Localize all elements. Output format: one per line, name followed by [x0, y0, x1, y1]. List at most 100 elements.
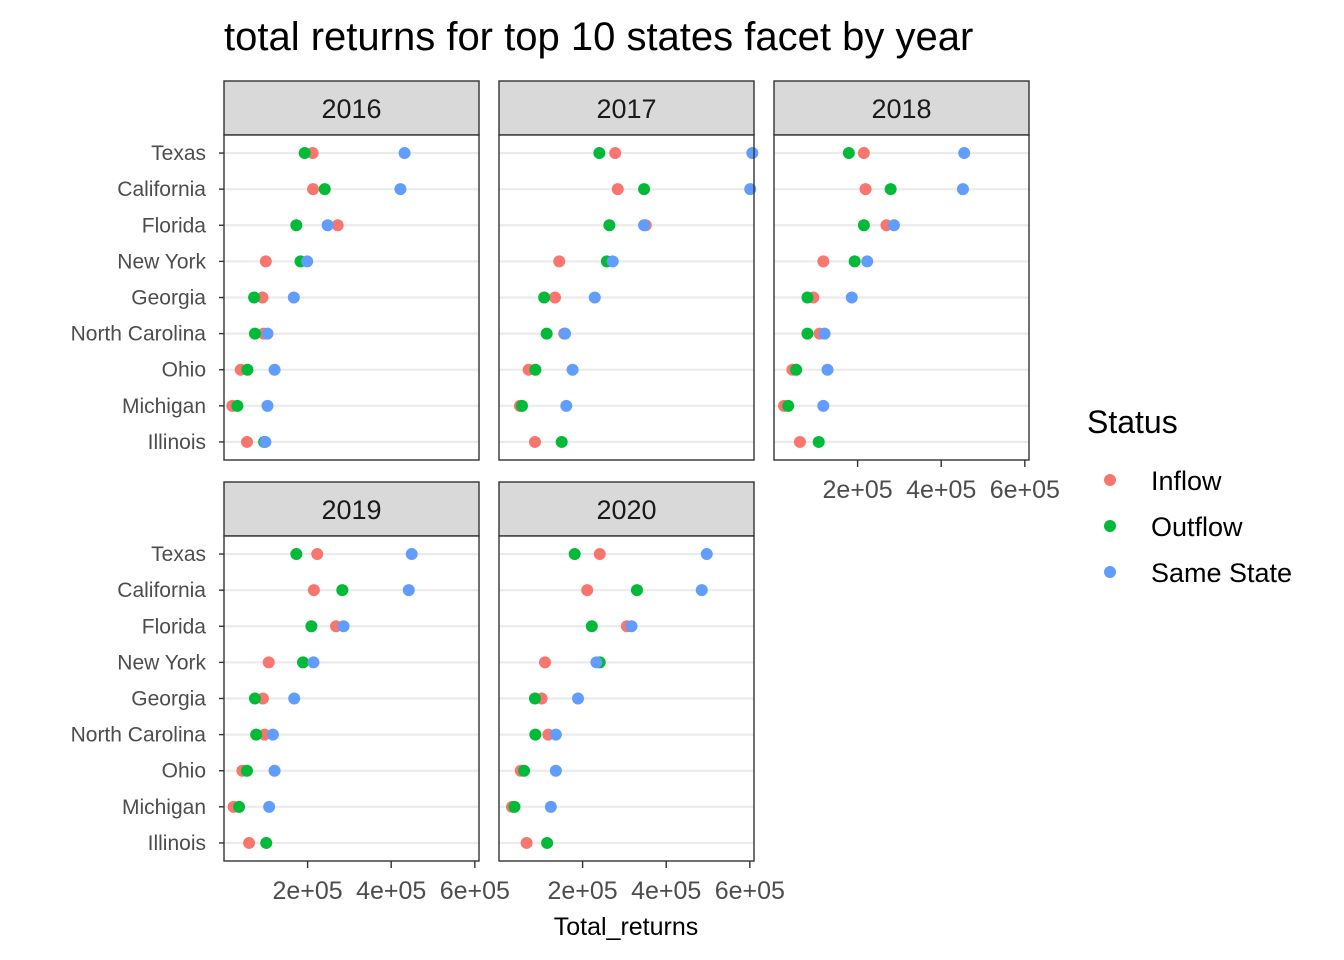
point-2020-outflow-illinois	[541, 836, 554, 849]
point-2017-inflow-new-york	[553, 255, 566, 268]
point-2017-same-state-michigan	[560, 399, 573, 412]
x-tick-label-2019-1: 4e+05	[356, 877, 426, 905]
point-2020-outflow-california	[630, 584, 643, 597]
point-2018-outflow-texas	[842, 147, 855, 160]
point-2020-same-state-california	[695, 584, 708, 597]
y-tick-label-2019-michigan: Michigan	[122, 796, 206, 819]
point-2019-same-state-michigan	[263, 800, 276, 813]
point-2019-same-state-new-york	[307, 656, 320, 669]
point-2020-outflow-texas	[568, 548, 581, 561]
point-2016-inflow-georgia	[256, 291, 269, 304]
point-2018-outflow-new-york	[848, 255, 861, 268]
point-2017-inflow-georgia	[549, 291, 562, 304]
point-2016-same-state-new-york	[301, 255, 314, 268]
point-2020-inflow-illinois	[520, 836, 533, 849]
y-tick-label-2019-texas: Texas	[151, 543, 206, 566]
point-2019-inflow-north-carolina	[258, 728, 271, 741]
point-2018-outflow-north-carolina	[801, 327, 814, 340]
x-axis-title-group: Total_returns	[554, 913, 699, 941]
point-2016-same-state-georgia	[287, 291, 300, 304]
point-2016-same-state-michigan	[261, 399, 274, 412]
point-2020-same-state-georgia	[572, 692, 585, 705]
point-2016-inflow-florida	[331, 219, 344, 232]
point-2019-outflow-michigan	[233, 800, 246, 813]
point-2017-outflow-georgia	[538, 291, 551, 304]
point-2020-inflow-california	[581, 584, 594, 597]
point-2016-inflow-california	[307, 183, 320, 196]
facet-2017: 2017	[498, 80, 759, 461]
point-2016-outflow-texas	[298, 147, 311, 160]
x-tick-label-2020-0: 2e+05	[547, 877, 617, 905]
point-2018-same-state-florida	[887, 219, 900, 232]
point-2018-inflow-illinois	[793, 435, 806, 448]
legend-key-inflow	[1104, 474, 1116, 486]
point-2020-same-state-florida	[625, 620, 638, 633]
point-2018-same-state-texas	[958, 147, 971, 160]
legend-label-outflow: Outflow	[1151, 512, 1243, 542]
point-2016-outflow-georgia	[248, 291, 261, 304]
point-2020-same-state-ohio	[549, 764, 562, 777]
legend-label-inflow: Inflow	[1151, 466, 1222, 496]
y-tick-label-2019-florida: Florida	[142, 615, 207, 638]
x-tick-label-2018-1: 4e+05	[906, 476, 976, 504]
point-2018-same-state-georgia	[845, 291, 858, 304]
y-tick-label-2016-texas: Texas	[151, 142, 206, 165]
point-2018-same-state-ohio	[821, 363, 834, 376]
point-2018-same-state-north-carolina	[818, 327, 831, 340]
y-tick-label-2016-new-york: New York	[117, 250, 206, 273]
x-tick-label-2018-2: 6e+05	[990, 476, 1060, 504]
legend-key-outflow	[1104, 520, 1116, 532]
point-2017-inflow-illinois	[528, 435, 541, 448]
facet-2016: 2016 Texas California Florida New York Georgi…	[71, 80, 480, 461]
point-2019-outflow-north-carolina	[250, 728, 263, 741]
x-axis-title: Total_returns	[554, 913, 699, 941]
legend-item-same-state: Same State	[1104, 558, 1292, 588]
point-2018-inflow-texas	[857, 147, 870, 160]
x-tick-label-2020-1: 4e+05	[631, 877, 701, 905]
point-2018-outflow-georgia	[801, 291, 814, 304]
point-2017-outflow-florida	[603, 219, 616, 232]
point-2017-outflow-texas	[593, 147, 606, 160]
legend-item-inflow: Inflow	[1104, 466, 1222, 496]
y-tick-label-2019-illinois: Illinois	[148, 832, 206, 855]
point-2019-outflow-new-york	[297, 656, 310, 669]
point-2020-same-state-north-carolina	[549, 728, 562, 741]
point-2017-same-state-florida	[638, 219, 651, 232]
point-2017-same-state-north-carolina	[559, 327, 572, 340]
point-2018-outflow-california	[884, 183, 897, 196]
point-2016-outflow-florida	[290, 219, 303, 232]
point-2020-outflow-michigan	[508, 800, 521, 813]
y-tick-label-2016-ohio: Ohio	[162, 359, 206, 382]
point-2019-same-state-north-carolina	[266, 728, 279, 741]
y-tick-label-2019-california: California	[117, 579, 206, 602]
point-2018-outflow-ohio	[790, 363, 803, 376]
y-tick-label-2019-new-york: New York	[117, 651, 206, 674]
point-2017-same-state-california	[744, 183, 757, 196]
facet-border-2017	[498, 134, 755, 461]
point-2016-same-state-ohio	[268, 363, 281, 376]
facet-strip-label-2019: 2019	[321, 495, 381, 525]
point-2016-same-state-texas	[398, 147, 411, 160]
point-2020-outflow-ohio	[518, 764, 531, 777]
facet-panels: 2016 Texas California Florida New York Georgi…	[71, 80, 1060, 905]
point-2017-same-state-new-york	[606, 255, 619, 268]
point-2017-same-state-ohio	[566, 363, 579, 376]
point-2017-outflow-michigan	[515, 399, 528, 412]
point-2020-same-state-new-york	[590, 656, 603, 669]
y-tick-label-2019-ohio: Ohio	[162, 760, 206, 783]
facet-strip-label-2020: 2020	[596, 495, 656, 525]
point-2017-same-state-georgia	[588, 291, 601, 304]
facet-strip-2018	[773, 80, 1030, 136]
point-2020-inflow-new-york	[538, 656, 551, 669]
point-2020-outflow-north-carolina	[529, 728, 542, 741]
point-2019-same-state-texas	[405, 548, 418, 561]
point-2017-inflow-california	[611, 183, 624, 196]
facet-strip-2019	[223, 481, 480, 537]
point-2020-outflow-florida	[585, 620, 598, 633]
point-2020-outflow-georgia	[528, 692, 541, 705]
legend-key-same-state	[1104, 566, 1116, 578]
point-2017-outflow-north-carolina	[540, 327, 553, 340]
point-2018-inflow-new-york	[817, 255, 830, 268]
facet-strip-2016	[223, 80, 480, 136]
